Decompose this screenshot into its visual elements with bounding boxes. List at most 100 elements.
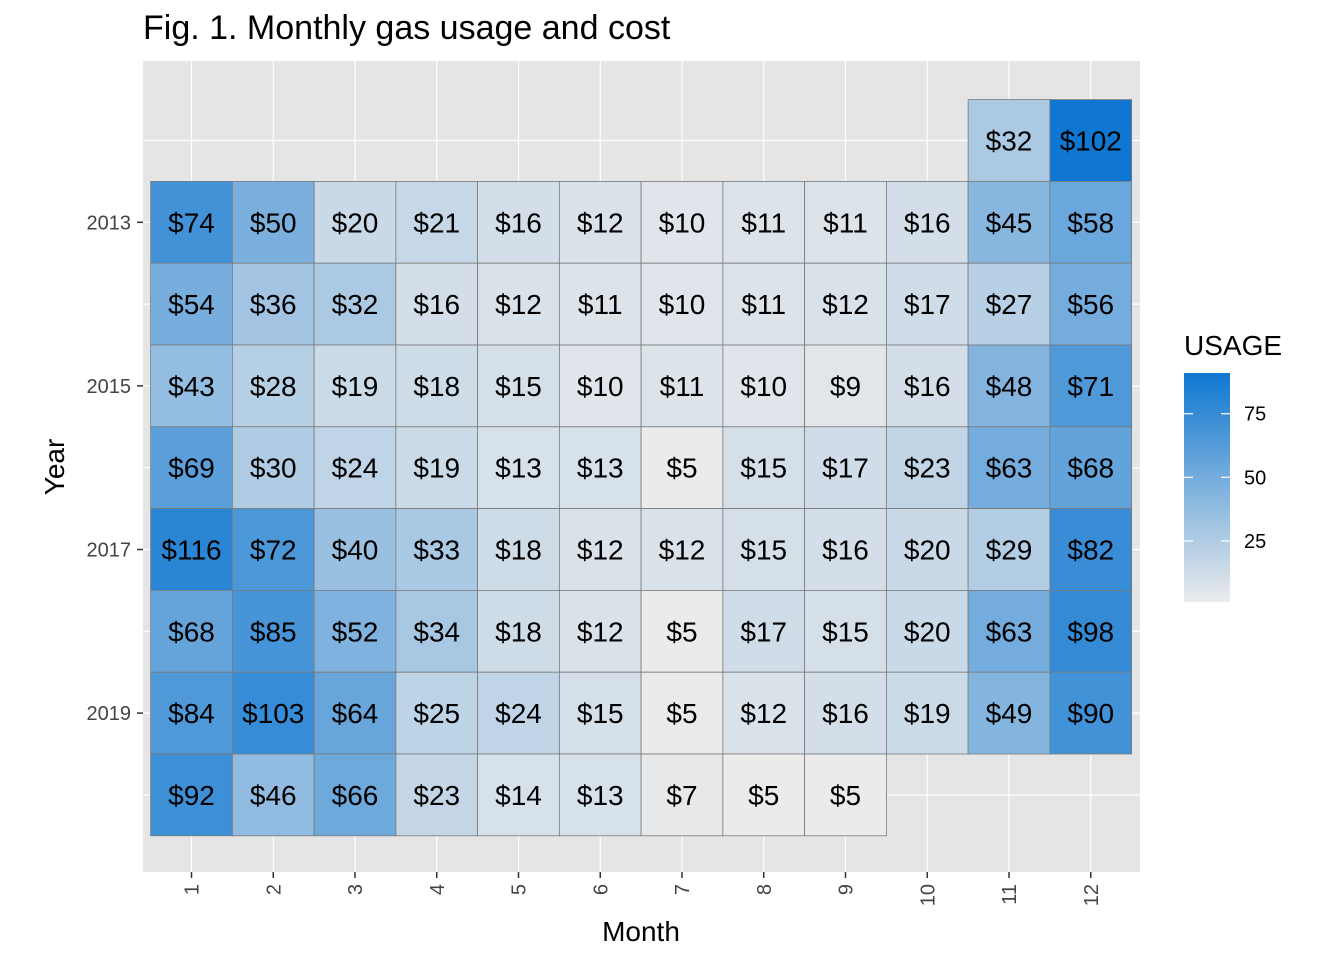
tile-label: $50 <box>250 207 297 238</box>
tile-label: $52 <box>332 616 379 647</box>
tile-label: $25 <box>413 698 460 729</box>
heatmap-tile <box>231 344 315 428</box>
tile-label: $49 <box>986 698 1033 729</box>
tile-label: $5 <box>666 698 697 729</box>
heatmap-tile <box>231 508 315 591</box>
heatmap-tile <box>885 262 969 346</box>
tile-label: $24 <box>332 453 379 484</box>
tile-label: $19 <box>413 453 460 484</box>
heatmap-tile <box>885 671 969 755</box>
tile-label: $21 <box>413 207 460 238</box>
heatmap-tile <box>640 180 724 264</box>
tile-label: $14 <box>495 780 542 811</box>
y-tick-label: 2017 <box>87 540 132 562</box>
heatmap-tile <box>558 262 642 346</box>
heatmap-tile <box>967 590 1051 673</box>
tile-label: $12 <box>822 289 869 320</box>
y-axis-title: Year <box>39 439 70 496</box>
heatmap-tile <box>1049 180 1133 264</box>
tile-label: $15 <box>822 616 869 647</box>
tile-label: $10 <box>659 207 706 238</box>
heatmap-tile <box>722 180 806 264</box>
tile-label: $11 <box>741 207 786 238</box>
heatmap-tile <box>395 344 479 428</box>
heatmap-tile <box>395 753 479 837</box>
heatmap-tile <box>1049 344 1133 428</box>
legend-tick-label: 75 <box>1244 404 1266 426</box>
tile-label: $17 <box>904 289 951 320</box>
heatmap-tile <box>313 344 397 428</box>
tile-label: $11 <box>741 289 786 320</box>
tile-label: $40 <box>332 535 379 566</box>
tile-label: $16 <box>413 289 460 320</box>
tile-label: $33 <box>413 535 460 566</box>
legend-title: USAGE <box>1184 330 1282 361</box>
tile-label: $19 <box>332 371 379 402</box>
heatmap-tile <box>558 508 642 591</box>
tile-label: $64 <box>332 698 379 729</box>
tile-label: $17 <box>740 616 787 647</box>
tile-label: $102 <box>1060 126 1122 157</box>
heatmap-tile <box>722 590 806 673</box>
tile-label: $63 <box>986 453 1033 484</box>
tile-label: $29 <box>986 535 1033 566</box>
heatmap-tile <box>395 262 479 346</box>
heatmap-tile <box>967 180 1051 264</box>
x-tick-label: 3 <box>345 884 367 895</box>
tile-label: $36 <box>250 289 297 320</box>
y-axis: 2013 2015 2017 2019 <box>87 212 143 725</box>
tile-label: $23 <box>904 453 951 484</box>
tile-label: $54 <box>168 289 215 320</box>
tile-label: $5 <box>666 453 697 484</box>
tile-label: $12 <box>659 535 706 566</box>
heatmap-tile <box>1049 590 1133 673</box>
tile-label: $15 <box>577 698 624 729</box>
heatmap-tile <box>640 671 724 755</box>
tile-label: $5 <box>748 780 779 811</box>
tile-label: $16 <box>904 207 951 238</box>
heatmap-tile <box>1049 99 1133 182</box>
y-tick-label: 2015 <box>87 376 132 398</box>
tile-label: $20 <box>904 535 951 566</box>
tile-label: $16 <box>495 207 542 238</box>
tile-label: $13 <box>495 453 542 484</box>
heatmap-tile <box>395 508 479 591</box>
x-tick-label: 8 <box>754 884 776 895</box>
x-tick-label: 10 <box>917 884 939 906</box>
heatmap-tile <box>477 753 560 837</box>
heatmap-tile <box>722 344 806 428</box>
heatmap-tile <box>967 671 1051 755</box>
tile-label: $45 <box>986 207 1033 238</box>
heatmap-tile <box>640 508 724 591</box>
tile-label: $66 <box>332 780 379 811</box>
tile-label: $92 <box>168 780 215 811</box>
x-tick-label: 11 <box>999 884 1021 905</box>
tile-label: $12 <box>495 289 542 320</box>
tile-label: $9 <box>830 371 861 402</box>
heatmap-tile <box>477 426 560 509</box>
heatmap-tile <box>804 508 887 591</box>
heatmap-tile <box>640 344 724 428</box>
tile-label: $68 <box>168 616 215 647</box>
heatmap-tiles: $32 $102 $74 $50 $20 $21 $16 $12 $10 $11 $11 $16 $45… <box>150 99 1133 837</box>
heatmap-tile <box>967 344 1051 428</box>
heatmap-tile <box>885 590 969 673</box>
heatmap-tile <box>1049 262 1133 346</box>
tile-label: $12 <box>740 698 787 729</box>
heatmap-tile <box>885 426 969 509</box>
tile-label: $15 <box>740 535 787 566</box>
heatmap-tile <box>558 753 642 837</box>
tile-label: $98 <box>1067 616 1114 647</box>
heatmap-tile <box>558 590 642 673</box>
heatmap-tile <box>395 180 479 264</box>
x-tick-label: 12 <box>1081 884 1103 906</box>
tile-label: $74 <box>168 207 215 238</box>
tile-label: $10 <box>577 371 624 402</box>
legend-tick-label: 50 <box>1244 467 1266 489</box>
heatmap-tile <box>150 671 233 755</box>
heatmap-tile <box>150 180 233 264</box>
heatmap-tile <box>558 344 642 428</box>
tile-label: $18 <box>495 616 542 647</box>
heatmap-tile <box>640 753 724 837</box>
tile-label: $11 <box>823 207 868 238</box>
